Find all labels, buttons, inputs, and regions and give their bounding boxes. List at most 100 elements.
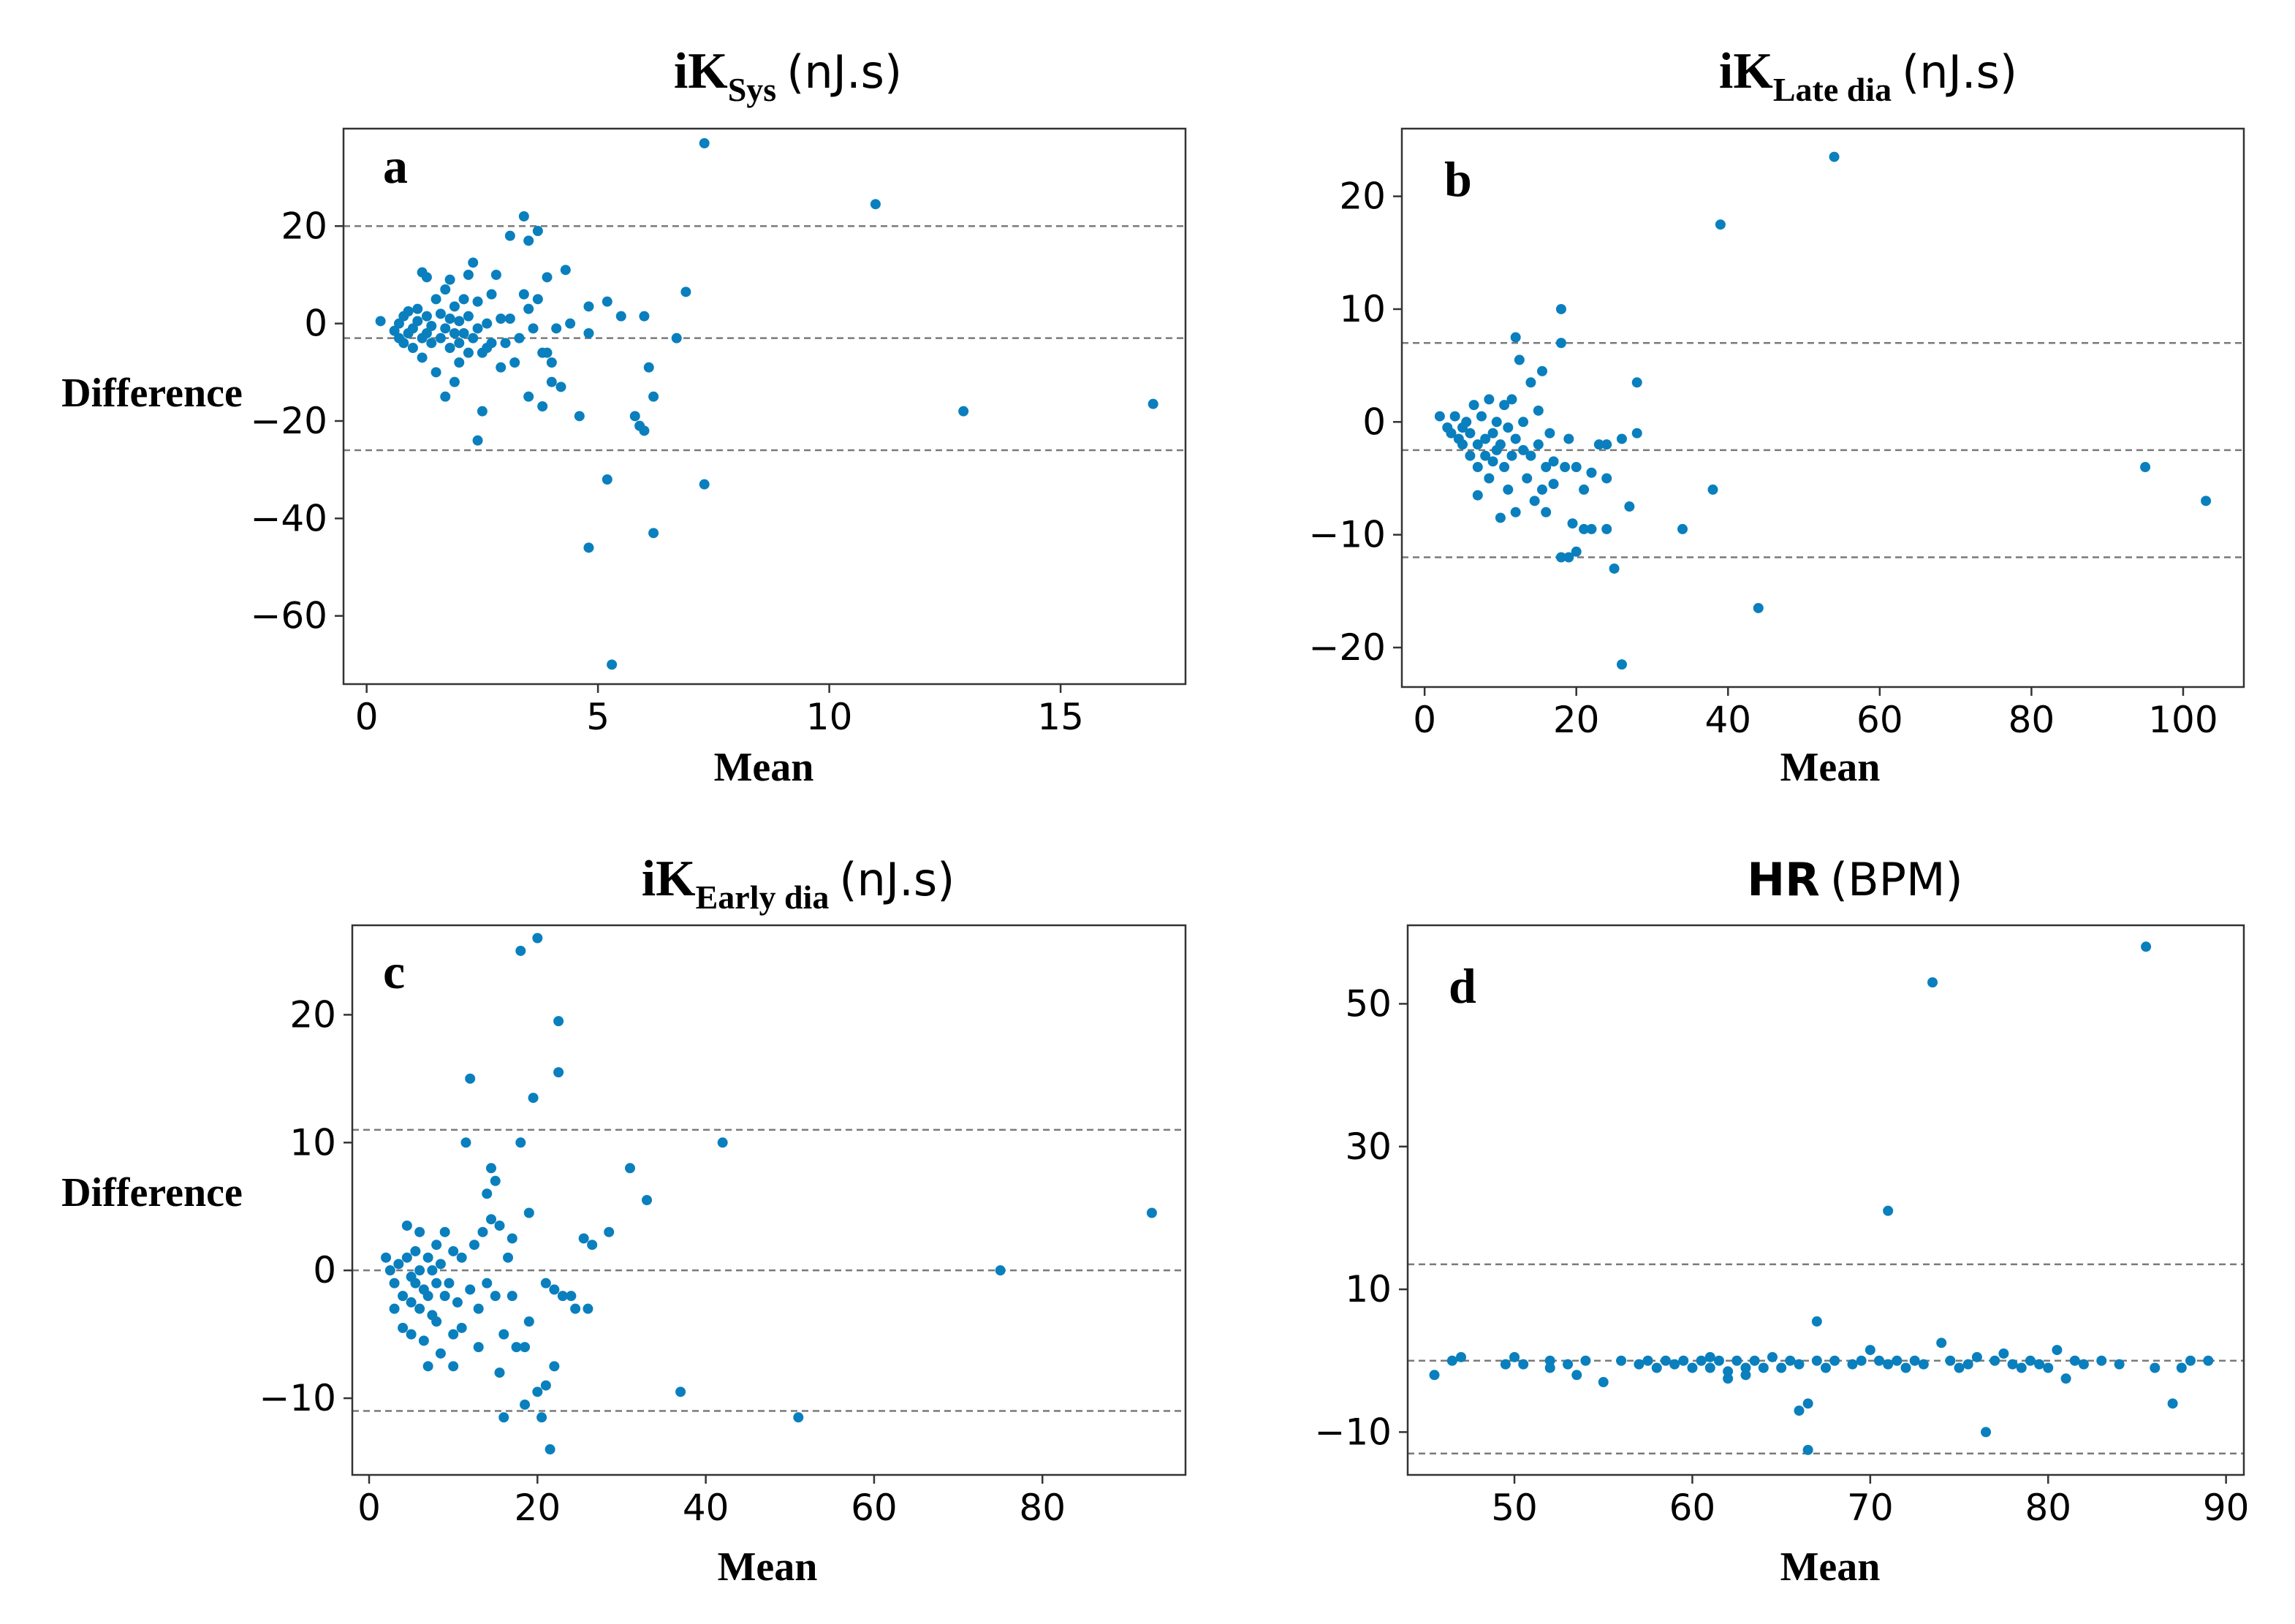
panel-b-ytick-label-4: −20 <box>1308 626 1386 669</box>
panel-c-point-58 <box>511 1342 522 1353</box>
panel-c-point-66 <box>532 933 543 944</box>
panel-b-point-10 <box>1468 400 1479 411</box>
panel-d-point-67 <box>2060 1373 2071 1384</box>
panel-d-ytick-label-2: 10 <box>1345 1268 1392 1310</box>
panel-d-point-23 <box>1713 1355 1724 1366</box>
panel-a-point-22 <box>435 333 446 344</box>
panel-a-point-89 <box>639 425 650 436</box>
panel-b-point-11 <box>1472 439 1483 450</box>
panel-c-frame <box>351 924 1187 1476</box>
panel-a-point-42 <box>468 257 479 268</box>
panel-d-point-64 <box>2034 1359 2045 1370</box>
panel-c-point-71 <box>545 1444 555 1455</box>
panel-b-point-2 <box>1446 428 1457 439</box>
panel-a-point-97 <box>870 199 881 210</box>
panel-c-point-65 <box>528 1093 539 1104</box>
panel-c-point-29 <box>439 1291 450 1302</box>
panel-a-point-38 <box>463 270 474 280</box>
panel-a-point-34 <box>454 316 465 327</box>
panel-c-point-88 <box>995 1265 1006 1276</box>
panel-a-point-92 <box>648 528 659 539</box>
panel-a-point-21 <box>430 367 441 378</box>
panel-b-title: iKLate dia (nJ.s) <box>1719 43 2017 108</box>
panel-b-point-71 <box>1631 377 1642 388</box>
panel-c-point-74 <box>553 1067 564 1078</box>
panel-a-point-86 <box>629 411 640 422</box>
panel-c-point-77 <box>566 1291 577 1302</box>
panel-b-point-26 <box>1499 462 1510 473</box>
panel-d-point-34 <box>1794 1359 1805 1370</box>
panel-d-point-65 <box>2043 1362 2054 1373</box>
panel-a-point-80 <box>583 301 594 312</box>
panel-c-point-72 <box>549 1361 560 1372</box>
panel-c-point-61 <box>520 1399 531 1410</box>
panel-a-point-96 <box>699 479 710 490</box>
panel-b-point-69 <box>1616 433 1627 444</box>
panel-b-point-74 <box>1707 484 1718 495</box>
panel-b-point-51 <box>1555 338 1566 349</box>
panel-a-frame <box>342 127 1187 686</box>
panel-d-point-45 <box>1874 1355 1885 1366</box>
panel-d-point-73 <box>2150 1362 2161 1373</box>
panel-b-ytick-label-1: 10 <box>1339 288 1386 330</box>
panel-d-point-11 <box>1598 1377 1609 1388</box>
panel-a-point-71 <box>542 272 553 283</box>
panel-a-point-39 <box>463 347 474 358</box>
panel-c-point-7 <box>401 1220 412 1231</box>
panel-a-point-0 <box>375 316 386 327</box>
panel-c-xtick-label-3: 60 <box>851 1487 898 1529</box>
panel-b-point-8 <box>1465 428 1476 439</box>
panel-c-point-1 <box>384 1265 395 1276</box>
panel-d-point-77 <box>2203 1355 2214 1366</box>
panel-b-point-46 <box>1541 506 1552 517</box>
panel-c-point-60 <box>515 945 526 956</box>
panel-b-ytick-label-0: 20 <box>1339 175 1386 218</box>
panel-a-point-40 <box>463 311 474 322</box>
panel-a-point-24 <box>440 284 451 295</box>
panel-d-point-57 <box>1971 1351 1982 1362</box>
panel-a-title: iKSys (nJ.s) <box>674 43 902 108</box>
panel-d-point-71 <box>2114 1359 2125 1370</box>
panel-a-point-7 <box>403 306 414 316</box>
panel-d-xtick-label-4: 90 <box>2203 1487 2250 1529</box>
panel-c-point-39 <box>465 1073 476 1084</box>
panel-b-point-31 <box>1510 433 1521 444</box>
panel-b-point-79 <box>2201 496 2212 506</box>
panel-d-point-58 <box>1981 1427 1992 1438</box>
panel-a-point-31 <box>449 301 460 312</box>
panel-c-point-73 <box>549 1284 560 1295</box>
panel-a-point-64 <box>523 303 534 314</box>
panel-c-point-44 <box>477 1226 488 1237</box>
panel-d-point-53 <box>1936 1337 1947 1348</box>
panel-b-point-76 <box>1753 602 1764 613</box>
panel-d-point-42 <box>1847 1359 1858 1370</box>
panel-d-point-31 <box>1767 1351 1778 1362</box>
panel-a-point-55 <box>500 338 511 349</box>
panel-a-point-54 <box>496 362 507 373</box>
panel-b-point-70 <box>1624 501 1635 512</box>
panel-b-point-3 <box>1449 411 1460 422</box>
panel-a-point-44 <box>472 435 483 446</box>
panel-b-point-47 <box>1544 428 1555 439</box>
panel-c-point-69 <box>540 1380 551 1391</box>
panel-a-point-15 <box>421 328 432 338</box>
panel-c-point-26 <box>431 1316 442 1327</box>
panel-a-point-78 <box>574 411 585 422</box>
panel-a-point-94 <box>680 287 691 297</box>
panel-d-point-43 <box>1856 1355 1867 1366</box>
panel-a-point-67 <box>532 294 543 305</box>
panel-d-point-32 <box>1776 1362 1787 1373</box>
panel-b-point-66 <box>1601 439 1612 450</box>
panel-d-point-3 <box>1500 1359 1511 1370</box>
panel-d-point-12 <box>1616 1355 1627 1366</box>
panel-b-point-78 <box>2140 462 2151 473</box>
panel-b-point-62 <box>1586 467 1597 478</box>
panel-a-point-60 <box>518 211 529 221</box>
panel-c-point-18 <box>418 1335 429 1346</box>
panel-b-xtick-label-5: 100 <box>2148 699 2218 741</box>
panel-d-point-48 <box>1892 1355 1903 1366</box>
panel-d-point-22 <box>1704 1362 1715 1373</box>
panel-a-point-70 <box>542 347 553 358</box>
panel-c-point-28 <box>435 1348 446 1359</box>
